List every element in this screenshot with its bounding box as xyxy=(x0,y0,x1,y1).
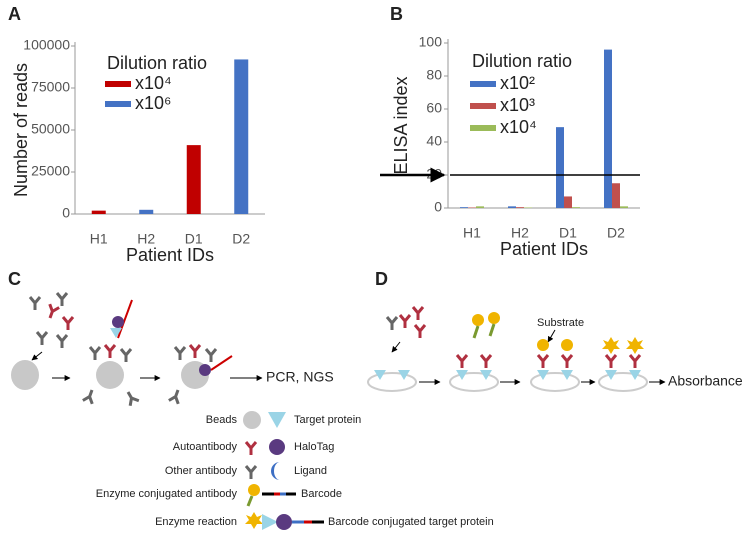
legend-title: Dilution ratio xyxy=(472,51,572,71)
legend-text: Beads xyxy=(206,414,238,426)
legend-title: Dilution ratio xyxy=(107,53,207,73)
x-tick-label: D1 xyxy=(559,225,577,241)
bar xyxy=(508,206,516,208)
panel-c: C PCR, NGS xyxy=(8,269,334,408)
bar xyxy=(476,206,484,208)
x-axis-title: Patient IDs xyxy=(126,245,214,265)
x-tick-label: H1 xyxy=(90,231,108,247)
x-axis-title: Patient IDs xyxy=(500,239,588,259)
output-label: PCR, NGS xyxy=(266,369,334,385)
y-tick-label: 60 xyxy=(426,100,442,116)
y-tick-label: 40 xyxy=(426,133,442,149)
legend-label: x10⁴ xyxy=(500,117,537,137)
legend-label: x10⁶ xyxy=(135,93,171,113)
bar xyxy=(612,183,620,208)
bar xyxy=(604,49,612,208)
panel-label: A xyxy=(8,4,21,24)
legend-swatch xyxy=(470,81,496,87)
legend-swatch xyxy=(105,81,131,87)
bar xyxy=(556,127,564,208)
legend-label: x10² xyxy=(500,73,535,93)
bar xyxy=(620,206,628,208)
y-tick-label: 100 xyxy=(419,34,443,50)
legend-label: x10³ xyxy=(500,95,535,115)
bar xyxy=(572,207,580,208)
y-tick-label: 0 xyxy=(62,205,70,221)
legend-text: Other antibody xyxy=(165,465,238,477)
y-tick-label: 25000 xyxy=(31,163,70,179)
legend-text: Enzyme conjugated antibody xyxy=(96,488,238,500)
x-tick-label: H2 xyxy=(511,225,529,241)
bar xyxy=(564,196,572,208)
legend-text: Target protein xyxy=(294,414,361,426)
diagram-legend: Beads Target protein Autoantibody HaloTa… xyxy=(96,411,494,530)
legend-swatch xyxy=(105,101,131,107)
legend-swatch xyxy=(470,125,496,131)
bar xyxy=(186,145,201,214)
y-axis-title: Number of reads xyxy=(11,63,31,197)
x-tick-label: D1 xyxy=(185,231,203,247)
substrate-label: Substrate xyxy=(537,317,584,329)
bar xyxy=(516,207,524,208)
panel-label: B xyxy=(390,4,403,24)
bar xyxy=(91,210,106,214)
legend-text: HaloTag xyxy=(294,441,334,453)
output-label: Absorbance xyxy=(668,373,742,389)
y-tick-label: 75000 xyxy=(31,79,70,95)
bar xyxy=(139,209,154,214)
legend-text: Ligand xyxy=(294,465,327,477)
bar xyxy=(460,207,468,208)
x-tick-label: D2 xyxy=(232,231,250,247)
y-tick-label: 20 xyxy=(426,166,442,182)
legend-text: Enzyme reaction xyxy=(155,516,237,528)
bar xyxy=(234,59,249,214)
y-tick-label: 80 xyxy=(426,67,442,83)
legend-text: Barcode conjugated target protein xyxy=(328,516,494,528)
x-tick-label: H2 xyxy=(137,231,155,247)
legend-label: x10⁴ xyxy=(135,73,172,93)
chart: B 0 20 40 60 80 100 H1 H2 D1 D2 Patient IDs ELISA in… xyxy=(380,4,640,259)
legend-swatch xyxy=(470,103,496,109)
x-tick-label: D2 xyxy=(607,225,625,241)
panel-d: D Substrate Absorbance xyxy=(367,269,742,392)
x-tick-label: H1 xyxy=(463,225,481,241)
y-axis-title: ELISA index xyxy=(391,76,411,174)
panel-label: D xyxy=(375,269,388,289)
chart: A 0 25000 50000 75000 100000 H1 H2 D1 D2 Patient I… xyxy=(8,4,265,265)
y-tick-label: 100000 xyxy=(23,37,70,53)
panel-label: C xyxy=(8,269,21,289)
y-tick-label: 0 xyxy=(434,199,442,215)
legend-text: Barcode xyxy=(301,488,342,500)
y-tick-label: 50000 xyxy=(31,121,70,137)
legend-text: Autoantibody xyxy=(173,441,238,453)
